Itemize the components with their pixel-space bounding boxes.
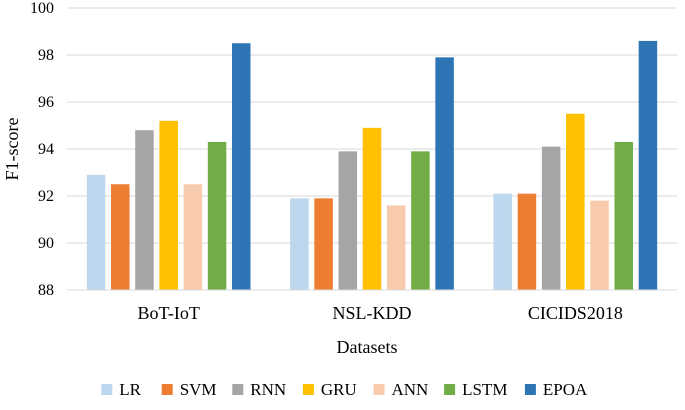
legend-swatch — [232, 384, 244, 395]
bar-ann-cicids2018 — [590, 200, 609, 290]
bar-svm-cicids2018 — [517, 193, 537, 290]
y-tick-label: 96 — [38, 94, 54, 111]
legend-label: SVM — [180, 380, 217, 399]
y-tick-label: 90 — [38, 235, 54, 252]
bar-epoa-cicids2018 — [638, 40, 658, 291]
bar-lr-cicids2018 — [493, 193, 512, 290]
legend: LR SVM RNN GRU ANN LSTM EPOA — [101, 380, 588, 399]
bar-rnn-bot-iot — [135, 130, 154, 290]
y-tick-labels: 88 90 92 94 96 98 100 — [30, 0, 54, 299]
legend-swatch — [524, 384, 536, 395]
y-axis-title: F1-score — [2, 117, 22, 180]
legend-swatch — [444, 384, 456, 395]
legend-item-lr: LR — [101, 380, 142, 399]
bar-svm-bot-iot — [111, 184, 130, 290]
legend-item-svm: SVM — [161, 380, 217, 399]
legend-label: EPOA — [543, 380, 588, 399]
bar-rnn-cicids2018 — [541, 146, 561, 290]
y-tick-label: 98 — [38, 47, 54, 64]
bar-gru-nsl-kdd — [362, 127, 382, 290]
bar-ann-bot-iot — [183, 184, 203, 290]
legend-label: GRU — [321, 380, 357, 399]
legend-label: RNN — [250, 380, 286, 399]
legend-label: ANN — [392, 380, 429, 399]
y-tick-label: 94 — [38, 141, 54, 158]
x-category-labels: BoT-IoT NSL-KDD CICIDS2018 — [137, 303, 622, 323]
bar-rnn-nsl-kdd — [338, 151, 358, 290]
bar-lstm-cicids2018 — [614, 141, 633, 290]
y-tick-label: 88 — [38, 282, 54, 299]
legend-item-gru: GRU — [302, 380, 357, 399]
y-tick-label: 92 — [38, 188, 54, 205]
bar-gru-bot-iot — [159, 120, 178, 290]
legend-label: LR — [119, 380, 141, 399]
legend-item-lstm: LSTM — [444, 380, 507, 399]
bar-lstm-bot-iot — [207, 141, 227, 290]
bars — [86, 40, 658, 291]
bar-gru-cicids2018 — [566, 113, 585, 290]
bar-epoa-nsl-kdd — [435, 57, 454, 290]
y-tick-label: 100 — [30, 0, 54, 17]
bar-ann-nsl-kdd — [386, 205, 406, 290]
x-category-label: NSL-KDD — [333, 303, 412, 323]
legend-item-epoa: EPOA — [524, 380, 588, 399]
bar-lr-bot-iot — [86, 174, 106, 290]
bar-epoa-bot-iot — [232, 43, 251, 290]
legend-swatch — [373, 384, 385, 395]
legend-item-ann: ANN — [373, 380, 429, 399]
legend-swatch — [302, 384, 314, 395]
legend-swatch — [161, 384, 173, 395]
bar-svm-nsl-kdd — [314, 198, 333, 290]
legend-item-rnn: RNN — [232, 380, 286, 399]
x-category-label: BoT-IoT — [137, 303, 199, 323]
legend-label: LSTM — [462, 380, 507, 399]
bar-lstm-nsl-kdd — [411, 151, 430, 290]
x-category-label: CICIDS2018 — [528, 303, 623, 323]
bar-lr-nsl-kdd — [290, 198, 309, 290]
legend-swatch — [101, 384, 113, 395]
x-axis-title: Datasets — [337, 337, 398, 357]
